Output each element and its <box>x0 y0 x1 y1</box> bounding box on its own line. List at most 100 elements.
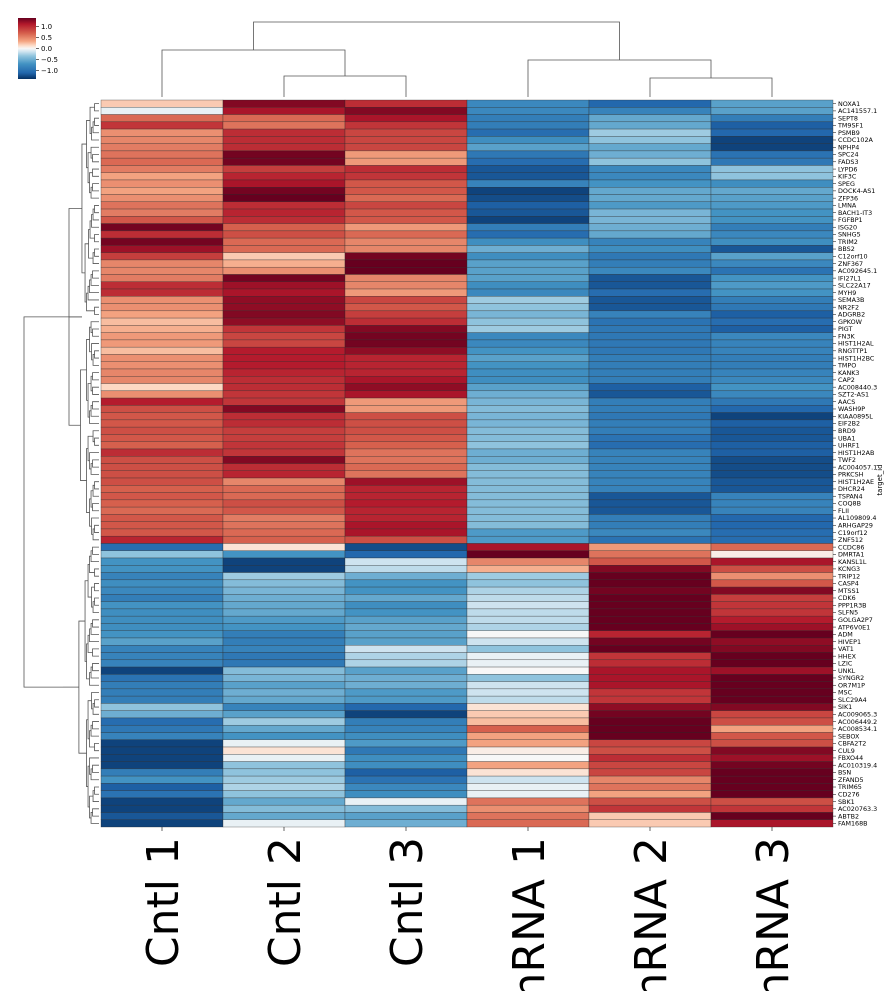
row-label: KANSL1L <box>838 558 867 566</box>
heatmap-cell <box>222 208 346 217</box>
heatmap-cell <box>344 819 468 828</box>
heatmap-cell <box>466 114 590 123</box>
row-label: HIST1H2AB <box>838 449 874 457</box>
heatmap-cell <box>466 397 590 406</box>
heatmap-cell <box>100 521 224 530</box>
row-label: C19orf12 <box>838 529 868 537</box>
row-label: IFI27L1 <box>838 274 861 282</box>
heatmap-cell <box>100 797 224 806</box>
row-label: AACS <box>838 398 855 406</box>
heatmap-cell <box>344 666 468 675</box>
dendrogram-link <box>92 503 99 512</box>
row-label: HIST1H2AE <box>838 478 874 486</box>
dendrogram-link <box>92 484 99 497</box>
heatmap-cell <box>588 390 712 399</box>
heatmap-cell <box>344 681 468 690</box>
row-label: SYNGR2 <box>838 674 864 682</box>
dendrogram-link <box>92 721 99 730</box>
dendrogram-link <box>80 369 87 481</box>
heatmap-cell <box>222 754 346 762</box>
heatmap-cell <box>588 521 712 530</box>
heatmap-cell <box>588 245 712 253</box>
heatmap-cell <box>588 659 712 668</box>
dendrogram-link <box>92 619 99 628</box>
heatmap-cell <box>466 623 590 631</box>
heatmap-cell <box>100 303 224 312</box>
heatmap-cell <box>222 586 346 595</box>
heatmap-cell <box>588 812 712 820</box>
heatmap-cell <box>100 506 224 515</box>
row-label: OR7M1P <box>838 681 865 689</box>
row-label: AC092645.1 <box>838 267 877 275</box>
heatmap-cell <box>466 594 590 602</box>
column-label: Cntl 1 <box>138 837 189 967</box>
heatmap-cell <box>100 310 224 319</box>
heatmap-cell <box>100 783 224 791</box>
heatmap-cell <box>710 804 834 813</box>
heatmap-cell <box>710 797 834 806</box>
heatmap-cell <box>222 230 346 239</box>
heatmap-cell <box>710 659 834 668</box>
heatmap-cell <box>466 535 590 544</box>
heatmap-cell <box>222 645 346 653</box>
heatmap-cell <box>588 107 712 115</box>
heatmap-cell <box>100 470 224 479</box>
heatmap-cell <box>100 223 224 232</box>
heatmap-cell <box>710 397 834 406</box>
heatmap-cell <box>588 354 712 362</box>
row-label: TRIM2 <box>837 238 858 246</box>
heatmap-cell <box>710 128 834 137</box>
heatmap-cell <box>588 339 712 348</box>
heatmap-cell <box>222 245 346 253</box>
heatmap-cell <box>344 325 468 333</box>
heatmap-cell <box>344 456 468 464</box>
heatmap-cell <box>710 666 834 675</box>
heatmap-cell <box>222 368 346 377</box>
heatmap-cell <box>466 150 590 159</box>
row-label: SLFN5 <box>838 609 858 617</box>
heatmap-cell <box>222 724 346 733</box>
heatmap-cell <box>222 201 346 210</box>
heatmap-cell <box>222 652 346 661</box>
heatmap-cell <box>222 172 346 181</box>
heatmap-cell <box>466 761 590 770</box>
row-label: CAP2 <box>838 376 855 384</box>
heatmap-cell <box>710 637 834 646</box>
heatmap-cell <box>100 216 224 224</box>
heatmap-cell <box>588 143 712 152</box>
heatmap-cell <box>466 208 590 217</box>
heatmap-cell <box>100 790 224 799</box>
heatmap-cell <box>710 615 834 624</box>
heatmap-cell <box>466 492 590 501</box>
heatmap-cell <box>710 317 834 326</box>
heatmap-cell <box>588 288 712 297</box>
row-label: ZNF512 <box>838 536 863 544</box>
heatmap-cell <box>588 281 712 290</box>
heatmap-cell <box>222 165 346 173</box>
heatmap-cell <box>222 477 346 486</box>
heatmap-cell <box>710 136 834 144</box>
heatmap-cell <box>466 383 590 392</box>
heatmap-cell <box>710 354 834 362</box>
heatmap-cell <box>466 179 590 188</box>
row-dendrogram <box>23 103 99 824</box>
heatmap-cell <box>100 179 224 188</box>
heatmap-cell <box>344 775 468 784</box>
heatmap-cell <box>710 703 834 711</box>
heatmap-cell <box>466 717 590 726</box>
heatmap-cell <box>588 99 712 108</box>
row-label: TRIP12 <box>837 572 860 580</box>
heatmap-cell <box>588 441 712 450</box>
row-label: CUL9 <box>838 747 855 755</box>
heatmap-cell <box>588 586 712 595</box>
heatmap-cell <box>100 434 224 442</box>
heatmap-cell <box>710 259 834 268</box>
heatmap-cell <box>100 732 224 740</box>
heatmap-cell <box>588 608 712 617</box>
heatmap-cell <box>100 535 224 544</box>
heatmap-cell <box>100 441 224 450</box>
row-label: BACH1-IT3 <box>838 209 872 217</box>
dendrogram-link <box>92 546 99 555</box>
heatmap-cell <box>344 157 468 166</box>
heatmap-cell <box>466 274 590 282</box>
